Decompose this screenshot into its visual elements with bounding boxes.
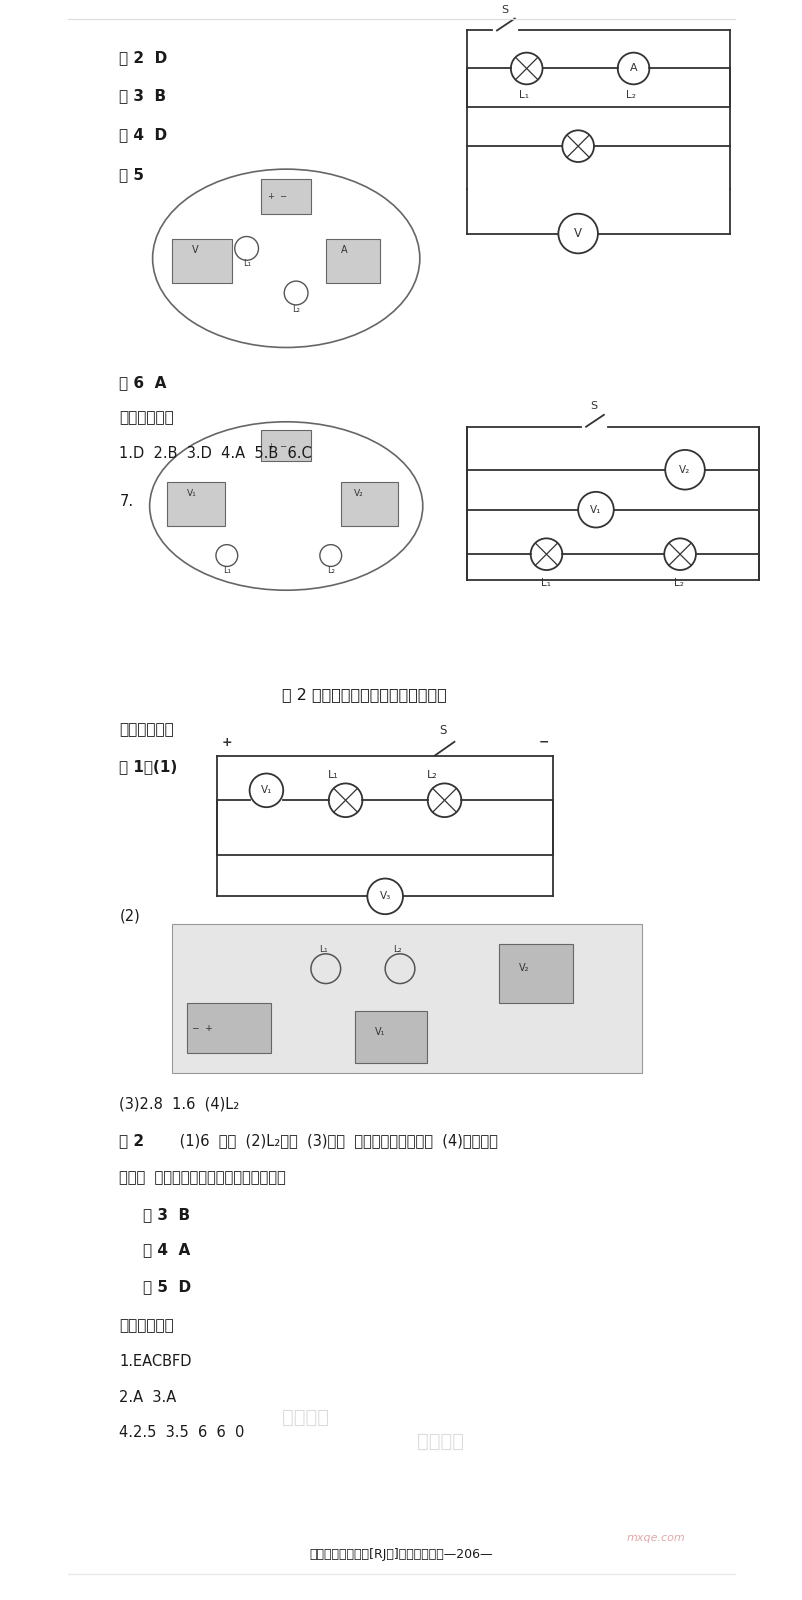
Text: (2): (2) xyxy=(119,909,140,923)
Text: S: S xyxy=(439,723,446,738)
Text: 1.EACBFD: 1.EACBFD xyxy=(119,1354,192,1370)
Text: V₁: V₁ xyxy=(589,504,601,515)
Text: V₁: V₁ xyxy=(187,490,196,498)
Text: V: V xyxy=(192,245,199,256)
Text: V₂: V₂ xyxy=(678,464,690,475)
Text: 【归类探究】: 【归类探究】 xyxy=(119,722,174,738)
Text: L₁: L₁ xyxy=(242,259,250,269)
Text: L₂: L₂ xyxy=(674,578,683,587)
Text: 例 5: 例 5 xyxy=(119,166,144,182)
Bar xyxy=(172,925,642,1072)
Bar xyxy=(498,944,573,1003)
Bar xyxy=(187,1003,271,1053)
Text: 【当堂测评】: 【当堂测评】 xyxy=(119,1318,174,1333)
Text: A: A xyxy=(340,245,346,256)
Text: 聊城海山: 聊城海山 xyxy=(282,1408,329,1427)
Text: 【当堂测评】: 【当堂测评】 xyxy=(119,410,174,424)
Text: L₂: L₂ xyxy=(393,946,401,954)
Text: S: S xyxy=(500,5,508,14)
Bar xyxy=(261,430,310,461)
Text: V₁: V₁ xyxy=(375,1027,385,1037)
Text: 例 3  B: 例 3 B xyxy=(119,88,166,102)
Text: +: + xyxy=(221,736,233,749)
Text: (1)6  不同  (2)L₂断路  (3)不能  正、负接线柱接反了  (4)一次实验: (1)6 不同 (2)L₂断路 (3)不能 正、负接线柱接反了 (4)一次实验 xyxy=(175,1133,497,1149)
Text: 例 6  A: 例 6 A xyxy=(119,374,167,390)
Text: 例 2: 例 2 xyxy=(119,1133,144,1149)
Bar xyxy=(261,179,310,214)
Text: A: A xyxy=(629,64,637,74)
Bar xyxy=(326,238,380,283)
Text: 2.A  3.A: 2.A 3.A xyxy=(119,1390,176,1405)
Text: 例 4  A: 例 4 A xyxy=(143,1242,190,1258)
Text: 物理九年级全一册[RJ版]　参考答案　—206—: 物理九年级全一册[RJ版] 参考答案 —206— xyxy=(310,1549,492,1562)
Text: L₂: L₂ xyxy=(426,771,437,781)
Text: V₂: V₂ xyxy=(353,490,363,498)
Text: −: − xyxy=(538,736,549,749)
Text: 第 2 节　串、并联电路中电压的规律: 第 2 节 串、并联电路中电压的规律 xyxy=(282,688,447,702)
Text: V₃: V₃ xyxy=(379,891,391,901)
Text: V: V xyxy=(573,227,581,240)
Text: L₁: L₁ xyxy=(223,566,231,576)
Text: V₂: V₂ xyxy=(518,963,529,973)
Text: 例 1　(1): 例 1 (1) xyxy=(119,760,177,774)
Bar xyxy=(355,1011,426,1062)
Text: L₁: L₁ xyxy=(540,578,550,587)
Text: +  −: + − xyxy=(268,192,287,202)
Text: L₂: L₂ xyxy=(625,90,634,101)
Text: 4.2.5  3.5  6  6  0: 4.2.5 3.5 6 6 0 xyxy=(119,1426,245,1440)
Text: 偶然性  更换规格不同的灯泡进行多次实验: 偶然性 更换规格不同的灯泡进行多次实验 xyxy=(119,1170,286,1184)
Text: L₁: L₁ xyxy=(327,771,338,781)
Text: mxqe.com: mxqe.com xyxy=(626,1533,684,1544)
Text: −  +: − + xyxy=(192,1024,213,1034)
Text: L₂: L₂ xyxy=(326,566,334,576)
Text: L₁: L₁ xyxy=(318,946,327,954)
Bar xyxy=(340,482,398,526)
Text: (3)2.8  1.6  (4)L₂: (3)2.8 1.6 (4)L₂ xyxy=(119,1096,239,1112)
Bar xyxy=(172,238,232,283)
Text: 1.D  2.B  3.D  4.A  5.B  6.C: 1.D 2.B 3.D 4.A 5.B 6.C xyxy=(119,446,312,461)
Bar xyxy=(168,482,225,526)
Text: L₂: L₂ xyxy=(292,306,300,314)
Text: L₁: L₁ xyxy=(518,90,528,101)
Text: 例 2  D: 例 2 D xyxy=(119,50,168,66)
Text: 业业精灵: 业业精灵 xyxy=(417,1432,464,1451)
Text: S: S xyxy=(589,402,597,411)
Text: 7.: 7. xyxy=(119,494,133,509)
Text: V₁: V₁ xyxy=(261,786,272,795)
Text: +  −: + − xyxy=(268,442,287,451)
Text: 例 5  D: 例 5 D xyxy=(143,1278,191,1294)
Text: 例 4  D: 例 4 D xyxy=(119,128,168,142)
Text: 例 3  B: 例 3 B xyxy=(143,1208,190,1222)
